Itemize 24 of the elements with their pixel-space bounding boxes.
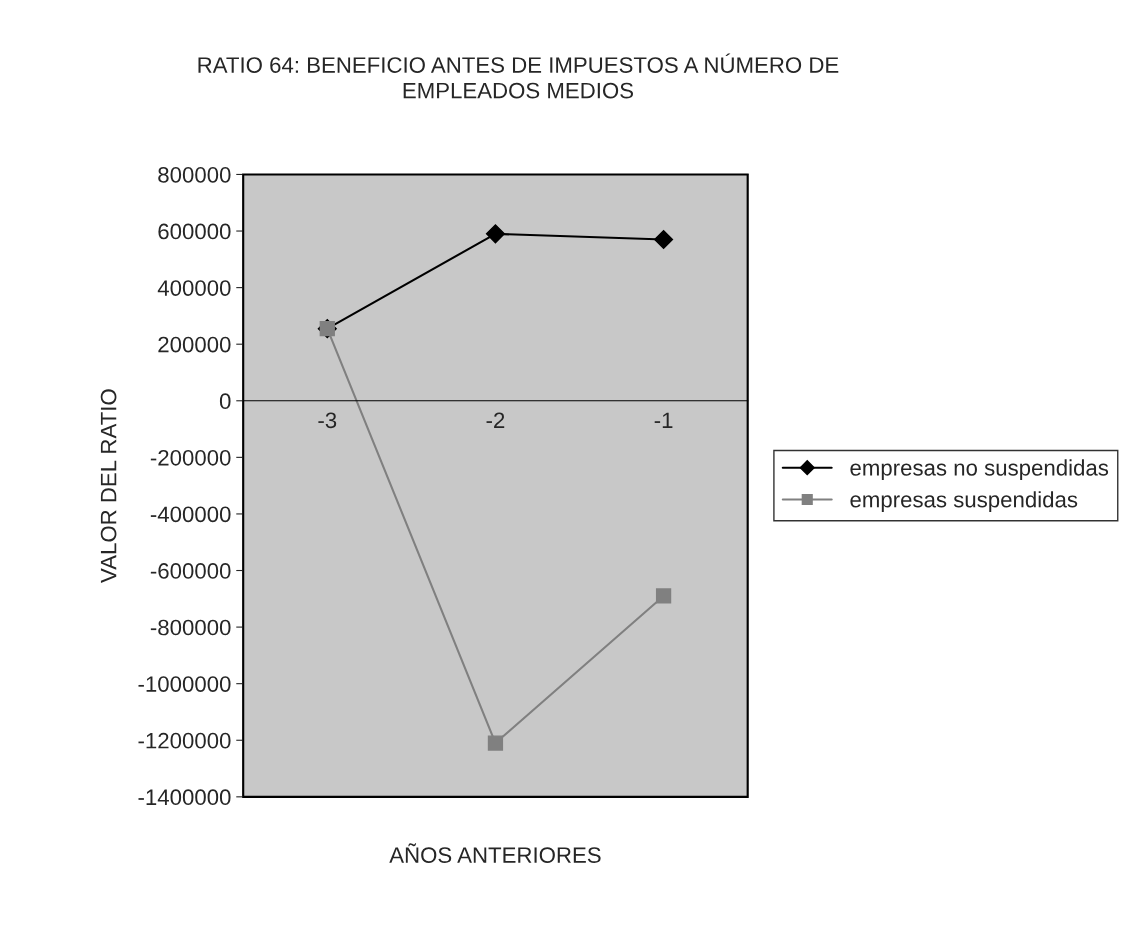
point <box>487 735 504 751</box>
x-tick-label: -3 <box>318 412 337 429</box>
y-tick-label: -1200000 <box>138 732 231 749</box>
y-tick-label: 0 <box>219 393 231 410</box>
y-tick-label: 200000 <box>158 336 231 353</box>
point <box>654 229 674 250</box>
y-tick-label: -600000 <box>150 563 231 579</box>
chart-title: RATIO 64: BENEFICIO ANTES DE IMPUESTOS A NÚMERO DE EMPLEADOS MEDIOS <box>198 53 839 99</box>
y-tick-label: -1400000 <box>138 789 231 806</box>
y-axis-title: VALOR DEL RATIO <box>100 389 117 583</box>
y-tick-label: 800000 <box>158 166 231 183</box>
y-tick-label: 600000 <box>158 223 231 240</box>
point <box>655 588 672 604</box>
x-axis-title: AÑOS ANTERIORES <box>389 843 601 863</box>
y-tick-label: -200000 <box>150 449 231 466</box>
x-tick-label: -2 <box>486 412 505 428</box>
legend-label: empresas suspendidas <box>850 491 1078 512</box>
y-tick-label: -400000 <box>150 506 231 523</box>
x-tick-label: -1 <box>654 412 673 428</box>
legend-label: empresas no suspendidas <box>850 459 1109 481</box>
y-tick-label: 400000 <box>157 280 231 296</box>
y-tick-label: -1000000 <box>138 676 231 692</box>
y-tick-label: -800000 <box>150 619 231 636</box>
point <box>485 224 505 244</box>
